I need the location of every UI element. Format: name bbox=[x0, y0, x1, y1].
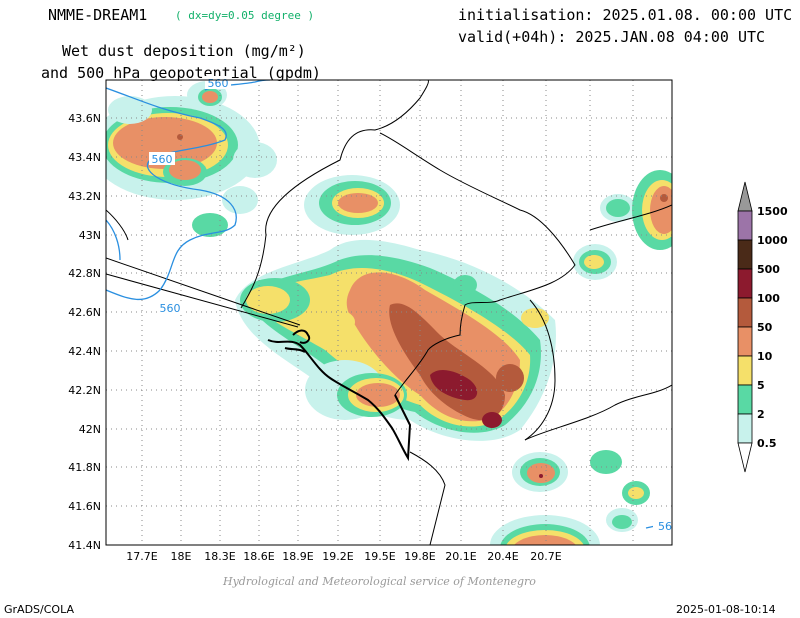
legend-swatch-100 bbox=[737, 297, 753, 328]
lon-tick-label: 19.8E bbox=[404, 550, 435, 563]
lat-tick-label: 41.8N bbox=[68, 461, 101, 474]
legend-arrow-top bbox=[737, 181, 753, 212]
contour-label: 560 bbox=[152, 153, 173, 166]
deposition-blob-north bbox=[304, 175, 400, 235]
lat-axis: 41.4N 41.6N 41.8N 42N 42.2N 42.4N 42.6N … bbox=[68, 112, 101, 552]
lon-tick-label: 20.1E bbox=[445, 550, 476, 563]
legend-label: 500 bbox=[757, 263, 780, 276]
lat-tick-label: 41.6N bbox=[68, 500, 101, 513]
render-timestamp: 2025-01-08-10:14 bbox=[676, 603, 776, 616]
agency-credit: Hydrological and Meteorological service … bbox=[223, 575, 536, 588]
model-title: NMME-DREAM1 bbox=[48, 6, 148, 24]
lon-tick-label: 19.5E bbox=[364, 550, 395, 563]
legend-swatch-500 bbox=[737, 268, 753, 299]
deposition-blob-nw bbox=[106, 81, 277, 237]
legend-label: 1000 bbox=[757, 234, 788, 247]
lat-tick-label: 43N bbox=[79, 229, 101, 242]
lon-tick-label: 18.6E bbox=[243, 550, 274, 563]
lon-tick-label: 18.3E bbox=[204, 550, 235, 563]
country-borders bbox=[106, 80, 672, 545]
legend-label: 50 bbox=[757, 321, 773, 334]
kotor-bay bbox=[284, 329, 311, 353]
legend-swatch-10 bbox=[737, 355, 753, 386]
lat-tick-label: 43.4N bbox=[68, 151, 101, 164]
contour-label: 56 bbox=[658, 520, 672, 533]
legend-labels: 1500 1000 500 100 50 10 5 2 0.5 bbox=[757, 205, 788, 450]
lat-tick-label: 41.4N bbox=[68, 539, 101, 552]
map-frame bbox=[105, 79, 673, 546]
legend-colorbar bbox=[737, 181, 753, 473]
deposition-field bbox=[106, 80, 672, 545]
lat-tick-label: 43.2N bbox=[68, 190, 101, 203]
legend-swatch-1500 bbox=[737, 210, 753, 241]
legend-swatch-1000 bbox=[737, 239, 753, 270]
model-resolution: ( dx=dy=0.05 degree ) bbox=[175, 9, 315, 22]
legend-label: 2 bbox=[757, 408, 765, 421]
deposition-plume-main bbox=[235, 239, 556, 441]
lat-tick-label: 42.8N bbox=[68, 267, 101, 280]
legend-swatch-50 bbox=[737, 326, 753, 357]
legend-swatch-2 bbox=[737, 413, 753, 444]
lat-tick-label: 43.6N bbox=[68, 112, 101, 125]
deposition-blobs-east bbox=[490, 170, 672, 545]
legend-label: 10 bbox=[757, 350, 773, 363]
software-credit: GrADS/COLA bbox=[4, 603, 74, 616]
lon-tick-label: 20.7E bbox=[530, 550, 561, 563]
lon-tick-label: 17.7E bbox=[126, 550, 157, 563]
lat-tick-label: 42.4N bbox=[68, 345, 101, 358]
contour-label: 560 bbox=[160, 302, 181, 315]
legend-label: 100 bbox=[757, 292, 780, 305]
coastline bbox=[267, 339, 412, 462]
legend-swatch-5 bbox=[737, 384, 753, 415]
lon-axis: 17.7E 18E 18.3E 18.6E 18.9E 19.2E 19.5E … bbox=[126, 550, 561, 563]
lat-tick-label: 42.6N bbox=[68, 306, 101, 319]
lat-tick-label: 42N bbox=[79, 423, 101, 436]
legend-label: 5 bbox=[757, 379, 765, 392]
initialisation-time: initialisation: 2025.01.08. 00:00 UTC bbox=[458, 6, 793, 24]
contour-label: 560 bbox=[208, 77, 229, 90]
legend-arrow-bottom bbox=[737, 442, 753, 473]
lon-tick-label: 18E bbox=[171, 550, 192, 563]
lat-tick-label: 42.2N bbox=[68, 384, 101, 397]
map-title-line2: and 500 hPa geopotential (gpdm) bbox=[41, 64, 321, 82]
map-title-line1: Wet dust deposition (mg/m²) bbox=[62, 42, 306, 60]
lon-tick-label: 19.2E bbox=[322, 550, 353, 563]
legend-label: 1500 bbox=[757, 205, 788, 218]
lon-tick-label: 18.9E bbox=[282, 550, 313, 563]
lon-tick-label: 20.4E bbox=[487, 550, 518, 563]
valid-time: valid(+04h): 2025.JAN.08 04:00 UTC bbox=[458, 28, 766, 46]
legend-label: 0.5 bbox=[757, 437, 777, 450]
